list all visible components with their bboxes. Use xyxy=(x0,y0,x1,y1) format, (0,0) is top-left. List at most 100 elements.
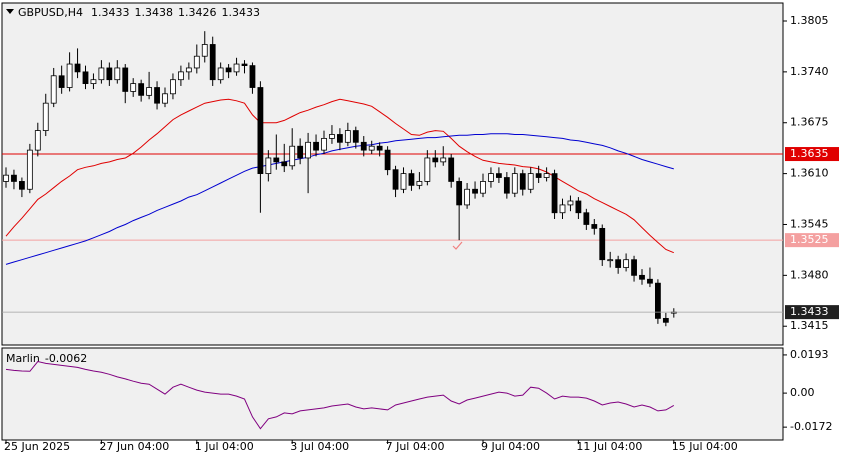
check-mark xyxy=(452,241,463,250)
indicator-line xyxy=(5,98,674,254)
candle-body xyxy=(416,181,423,186)
last-price-label: 1.3433 xyxy=(790,305,829,318)
x-tick-label: 25 Jun 2025 xyxy=(4,440,70,453)
candle-body xyxy=(647,278,653,284)
candle-body xyxy=(424,157,431,182)
candle-body xyxy=(241,63,248,67)
candle-body xyxy=(42,102,49,131)
x-tick-label: 15 Jul 04:00 xyxy=(672,440,738,453)
candle-body xyxy=(170,79,176,95)
candle-body xyxy=(82,71,89,85)
candle-body xyxy=(655,282,661,319)
candle-body xyxy=(154,87,160,104)
candle-body xyxy=(599,227,606,261)
indicator-label: Marlin -0.0062 xyxy=(6,352,87,365)
candle-body xyxy=(519,173,526,190)
level-label: 1.3635 xyxy=(790,147,829,160)
candle-body xyxy=(392,169,399,190)
symbol: GBPUSD,H4 xyxy=(18,6,83,19)
candle-body xyxy=(615,259,622,268)
candle-body xyxy=(233,63,240,73)
indicator-title: Marlin xyxy=(6,352,40,365)
candle-body xyxy=(376,145,383,151)
candle-body xyxy=(289,145,296,167)
candle-body xyxy=(74,63,81,73)
candle-body xyxy=(559,204,566,214)
candle-body xyxy=(34,130,41,151)
candle-body xyxy=(456,181,463,206)
x-tick-label: 27 Jun 04:00 xyxy=(99,440,169,453)
candle-body xyxy=(448,157,455,182)
chart-title: GBPUSD,H4 1.3433 1.3438 1.3426 1.3433 xyxy=(18,6,260,19)
candle-body xyxy=(177,71,184,81)
candle-body xyxy=(360,141,367,151)
x-tick-label: 7 Jul 04:00 xyxy=(386,440,445,453)
candle-body xyxy=(98,67,105,81)
candle-body xyxy=(11,174,17,182)
candle-body xyxy=(511,173,518,194)
candle-body xyxy=(281,161,288,167)
last-price-box xyxy=(785,305,839,320)
candle-body xyxy=(50,75,57,104)
x-tick-label: 1 Jul 04:00 xyxy=(195,440,254,453)
y-tick-label: 1.3415 xyxy=(790,319,829,332)
candle-body xyxy=(297,145,304,159)
candle-body xyxy=(567,200,574,206)
x-tick-label: 11 Jul 04:00 xyxy=(576,440,642,453)
x-tick-label: 9 Jul 04:00 xyxy=(481,440,540,453)
candle-body xyxy=(66,63,73,88)
candle-body xyxy=(185,67,192,73)
candle-body xyxy=(440,157,447,163)
candle-body xyxy=(400,173,407,190)
level-box xyxy=(785,233,839,248)
candle-body xyxy=(26,149,33,190)
candle-body xyxy=(265,157,272,175)
level-box xyxy=(785,147,839,162)
indicator-line xyxy=(5,360,675,430)
candle-body xyxy=(257,87,264,175)
y-tick-label: 0.0193 xyxy=(790,348,829,361)
candle-body xyxy=(480,181,486,194)
y-tick-label: 1.3805 xyxy=(790,14,829,27)
candle-body xyxy=(90,79,97,85)
candle-body xyxy=(114,67,121,81)
candle-body xyxy=(336,134,343,143)
candle-body xyxy=(662,317,669,323)
y-tick-label: 1.3480 xyxy=(790,268,829,281)
candle-body xyxy=(631,259,637,276)
y-tick-label: 1.3675 xyxy=(790,116,829,129)
candle-body xyxy=(527,173,534,190)
candle-body xyxy=(488,173,494,182)
candle-body xyxy=(122,67,129,92)
candle-body xyxy=(217,67,224,81)
candle-body xyxy=(535,173,542,178)
candle-body xyxy=(162,93,168,104)
menu-arrow xyxy=(6,9,14,14)
main-panel xyxy=(1,2,784,346)
candle-body xyxy=(551,173,558,214)
candle-body xyxy=(495,173,502,178)
candle-body xyxy=(503,177,510,194)
ohlc-open: 1.3433 xyxy=(91,6,130,19)
ohlc-low: 1.3426 xyxy=(178,6,217,19)
candle-body xyxy=(384,149,391,171)
candle-body xyxy=(58,75,65,88)
y-tick-label: 1.3740 xyxy=(790,65,829,78)
candle-body xyxy=(591,224,598,229)
candle-body xyxy=(249,65,256,88)
ohlc-close: 1.3433 xyxy=(221,6,260,19)
candle-body xyxy=(201,44,208,57)
candle-body xyxy=(575,200,582,214)
candle-body xyxy=(408,173,415,186)
indicator-value: -0.0062 xyxy=(45,352,87,365)
candle-body xyxy=(106,67,113,81)
ohlc-high: 1.3438 xyxy=(134,6,173,19)
y-tick-label: 1.3545 xyxy=(790,217,829,230)
candle-body xyxy=(3,174,9,182)
candle-body xyxy=(368,145,375,151)
candle-body xyxy=(352,130,359,143)
candle-body xyxy=(543,173,550,178)
candle-body xyxy=(305,141,312,159)
y-tick-label: 0.00 xyxy=(790,386,815,399)
candle-body xyxy=(209,44,216,81)
